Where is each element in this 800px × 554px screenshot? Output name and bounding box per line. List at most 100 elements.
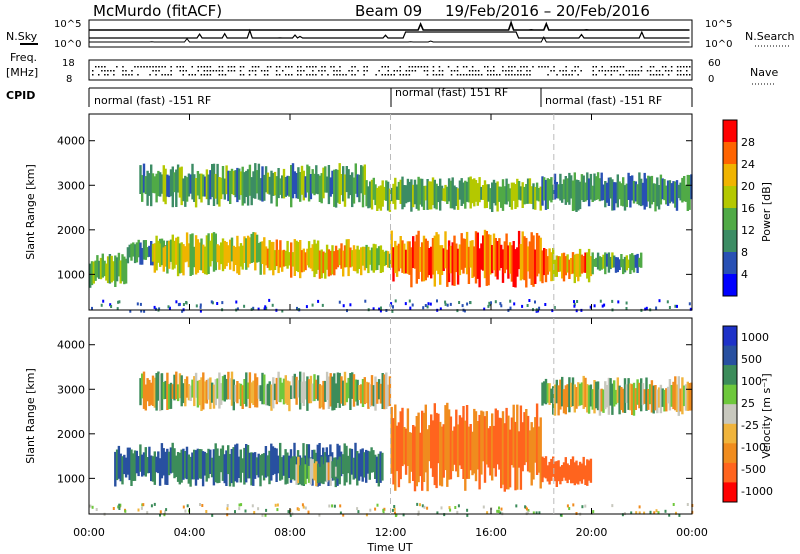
freq-dot: [484, 66, 486, 68]
freq-dot: [547, 66, 549, 68]
freq-dot: [351, 66, 353, 68]
echo-cell: [625, 384, 628, 403]
echo-cell: [544, 378, 548, 405]
ground-scatter-cell: [318, 513, 321, 517]
echo-cell: [456, 248, 460, 285]
echo-cell: [591, 389, 594, 410]
freq-nave-panel: Freq. [MHz] 18 8 60 0 Nave: [6, 51, 778, 85]
echo-cell: [173, 448, 176, 479]
echo-cell: [187, 173, 191, 197]
echo-cell: [333, 373, 336, 411]
freq-dot: [152, 70, 154, 72]
echo-cell: [439, 245, 442, 285]
echo-cell: [465, 181, 469, 202]
echo-cell: [329, 456, 332, 486]
ground-scatter-cell: [553, 306, 556, 309]
freq-dot: [658, 70, 661, 72]
colorbar-swatch: [723, 186, 737, 209]
freq-dot: [432, 74, 435, 76]
echo-cell: [672, 181, 675, 204]
echo-cell: [575, 253, 578, 277]
echo-cell: [343, 174, 347, 207]
freq-dot: [113, 70, 115, 72]
echo-cell: [198, 449, 201, 479]
echo-cell: [146, 247, 149, 258]
echo-cell: [449, 180, 453, 209]
echo-cell: [431, 238, 435, 275]
ground-scatter-cell: [257, 307, 260, 311]
freq-dot: [122, 74, 124, 76]
ground-scatter-cell: [483, 307, 486, 311]
echo-cell: [401, 407, 404, 467]
echo-cell: [164, 451, 167, 485]
echo-cell: [245, 372, 248, 407]
echo-cell: [305, 444, 309, 472]
freq-dot: [634, 74, 637, 76]
echo-cell: [675, 180, 679, 211]
echo-cell: [517, 230, 521, 270]
echo-cell: [227, 371, 230, 400]
echo-cell: [474, 231, 478, 284]
echo-cell: [114, 255, 117, 287]
echo-cell: [602, 254, 605, 269]
ground-scatter-cell: [528, 299, 531, 302]
echo-cell: [492, 425, 496, 469]
echo-cell: [372, 385, 375, 407]
echo-cell: [254, 163, 257, 199]
echo-cell: [638, 382, 641, 409]
echo-cell: [230, 168, 234, 194]
echo-cell: [365, 449, 368, 483]
echo-cell: [501, 179, 505, 211]
freq-dot: [683, 74, 685, 76]
echo-cell: [577, 382, 580, 407]
echo-cell: [194, 178, 198, 208]
echo-cell: [686, 174, 689, 211]
echo-cell: [586, 384, 589, 413]
echo-cell: [550, 177, 553, 203]
echo-cell: [359, 449, 363, 477]
ground-scatter-cell: [268, 298, 271, 302]
echo-cell: [657, 387, 661, 408]
freq-dot: [456, 70, 459, 72]
echo-cell: [162, 382, 165, 400]
echo-cell: [290, 458, 293, 480]
echo-cell: [185, 177, 189, 202]
ground-scatter-cell: [688, 302, 691, 306]
echo-cell: [530, 232, 533, 285]
ground-scatter-cell: [573, 304, 576, 308]
colorbar-tick-label: 4: [741, 268, 748, 281]
echo-cell: [210, 457, 214, 478]
echo-cell: [435, 232, 438, 271]
colorbar-swatch: [723, 443, 737, 464]
echo-cell: [239, 243, 243, 267]
echo-cell: [444, 405, 447, 471]
echo-cell: [236, 235, 239, 274]
echo-cell: [507, 183, 510, 202]
ground-scatter-cell: [95, 508, 98, 511]
freq-dot: [224, 74, 227, 76]
echo-cell: [578, 248, 582, 277]
echo-cell: [227, 170, 230, 202]
ground-scatter-cell: [150, 504, 153, 508]
echo-cell: [307, 444, 311, 475]
echo-cell: [239, 383, 243, 407]
freq-dot: [505, 74, 507, 76]
freq-dot: [285, 66, 287, 68]
echo-cell: [150, 382, 153, 405]
echo-cell: [200, 377, 203, 411]
echo-cell: [349, 174, 352, 196]
freq-dot: [628, 74, 631, 76]
freq-dot: [634, 70, 637, 72]
ground-scatter-cell: [458, 301, 461, 304]
ground-scatter-cell: [118, 507, 121, 510]
echo-cell: [478, 414, 481, 490]
echo-cell: [548, 248, 551, 272]
ground-scatter-cell: [159, 510, 162, 514]
echo-cell: [584, 465, 587, 485]
freq-dot: [613, 66, 616, 68]
y-tick-label: 1000: [57, 268, 85, 281]
echo-cell: [543, 248, 546, 276]
freq-dot: [652, 74, 655, 76]
echo-cell: [476, 232, 479, 279]
